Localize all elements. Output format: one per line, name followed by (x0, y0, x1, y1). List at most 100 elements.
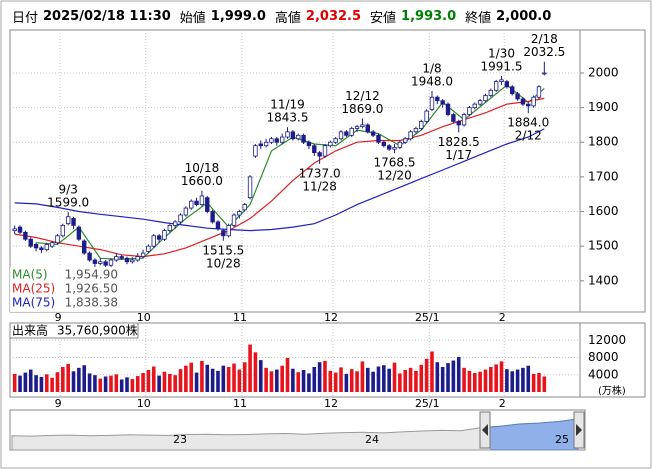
volume-bar (44, 374, 49, 392)
volume-bar (408, 367, 413, 392)
candle-body (119, 256, 124, 259)
volume-bar (355, 371, 359, 392)
candle-body (167, 224, 173, 231)
candle-body (376, 134, 381, 143)
x-tick-label: 12 (324, 397, 338, 410)
legend-name: MA(25) (12, 282, 55, 296)
candle-body (108, 259, 114, 266)
candle-body (542, 72, 547, 75)
x-tick-label: 12 (324, 311, 338, 324)
legend-value: 1,954.90 (65, 268, 118, 282)
x-tick-label: 2 (499, 311, 506, 324)
volume-bar (494, 364, 498, 392)
candle-body (28, 238, 33, 247)
candle-body (226, 224, 231, 237)
volume-bar (162, 371, 167, 392)
annotation-date: 10/28 (206, 256, 241, 270)
volume-title-box (9, 322, 139, 339)
volume-bar (103, 376, 108, 392)
annotation-value: 1991.5 (481, 59, 523, 73)
x-tick-label: 11 (233, 397, 247, 410)
candle-body (344, 131, 349, 136)
volume-bar (205, 364, 210, 392)
volume-bar (296, 372, 301, 392)
candle-body (205, 197, 210, 212)
candle-body (114, 256, 119, 261)
volume-bar (157, 375, 161, 392)
y-unit: (万株) (598, 384, 626, 397)
header-value: 2,000.0 (496, 8, 552, 24)
candle-body (146, 245, 151, 252)
volume-bar (82, 365, 87, 392)
volume-bar (467, 370, 472, 392)
candle-body (76, 226, 82, 240)
handle-arrow-right (576, 424, 582, 436)
candle-body (451, 114, 456, 122)
ma-line (14, 128, 545, 232)
annotation-value: 2032.5 (523, 45, 565, 59)
volume-bar (258, 360, 263, 392)
volume-bar (365, 367, 370, 392)
annotation-value: 1869.0 (341, 102, 383, 116)
candle-body (151, 235, 156, 247)
y-tick-label: 4000 (588, 367, 619, 381)
candle-body (242, 204, 247, 211)
annotation-value: 1737.0 (299, 167, 341, 181)
candle-body (17, 226, 23, 233)
candle-body (515, 93, 520, 100)
annotation-date: 1/17 (445, 148, 472, 162)
candle-body (279, 136, 285, 143)
volume-bar (237, 369, 242, 392)
volume-bar (280, 365, 284, 392)
price-frame (9, 29, 646, 313)
volume-bar (194, 372, 199, 392)
y-tick-label: 2000 (588, 65, 619, 79)
volume-bar (515, 369, 520, 392)
volume-bar (307, 373, 311, 392)
candle-body (328, 141, 333, 147)
candle-body (419, 121, 424, 129)
volume-bar (232, 363, 236, 392)
volume-bar (221, 365, 226, 392)
header-label: 高値 (274, 10, 301, 26)
annotation-value: 1843.5 (267, 111, 309, 125)
candle-body (199, 195, 205, 206)
volume-bar (505, 369, 509, 392)
annotation-date: 12/12 (345, 89, 380, 103)
candle-body (183, 207, 189, 216)
candle-body (231, 214, 237, 226)
y-tick-label: 1900 (588, 100, 619, 114)
candle-body (360, 124, 365, 128)
volume-bar (55, 372, 60, 392)
navigator-label: 25 (555, 433, 569, 446)
candle-body (493, 81, 499, 91)
volume-bar (382, 365, 386, 392)
volume-bar (168, 373, 172, 392)
y-tick-label: 1500 (588, 239, 619, 253)
volume-bar (264, 367, 268, 392)
volume-bar (301, 370, 306, 392)
volume-bar (77, 367, 81, 392)
candle-body (392, 147, 397, 150)
candle-body (274, 138, 280, 143)
candle-body (510, 86, 515, 95)
volume-bar (392, 362, 397, 392)
candle-body (429, 96, 435, 110)
candle-body (156, 235, 162, 240)
volume-bar (135, 376, 140, 392)
annotation-date: 1/30 (488, 46, 515, 60)
volume-bar (456, 357, 461, 392)
annotation-date: 12/20 (377, 169, 412, 183)
annotation-value: 1948.0 (411, 74, 453, 88)
candle-body (403, 138, 408, 143)
annotation-value: 1515.5 (202, 243, 244, 257)
header-label: 終値 (465, 10, 492, 26)
candle-body (461, 114, 467, 126)
candle-body (526, 103, 531, 107)
candle-body (162, 230, 167, 240)
y-tick-label: 1700 (588, 169, 619, 183)
volume-bar (291, 368, 295, 392)
candle-body (130, 259, 135, 263)
volume-title: 出来高 (12, 324, 48, 338)
